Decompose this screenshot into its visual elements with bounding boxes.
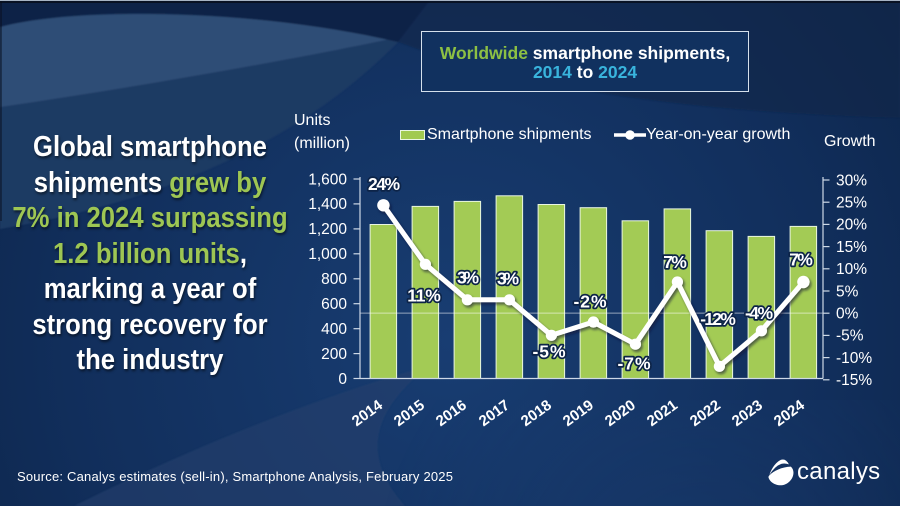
svg-text:1,600: 1,600 [308,171,347,188]
svg-text:7%: 7% [663,252,687,272]
svg-text:-15%: -15% [836,372,872,389]
svg-text:-5%: -5% [836,328,864,345]
svg-text:-12%: -12% [700,309,736,329]
svg-text:1,200: 1,200 [308,221,347,238]
svg-text:-4%: -4% [745,303,773,323]
svg-text:1,000: 1,000 [308,246,347,263]
svg-text:2022: 2022 [687,397,724,430]
svg-text:400: 400 [321,321,347,338]
svg-text:-7%: -7% [618,354,651,374]
svg-text:15%: 15% [836,239,867,256]
svg-text:-2%: -2% [574,292,607,312]
svg-text:2024: 2024 [771,396,809,430]
svg-text:2021: 2021 [644,397,681,430]
svg-text:2015: 2015 [391,397,428,430]
svg-text:-12%: -12% [700,309,736,329]
svg-text:-2%: -2% [574,292,607,312]
svg-text:3%: 3% [457,268,479,288]
svg-text:3%: 3% [497,269,519,289]
svg-text:3%: 3% [497,269,519,289]
svg-text:2020: 2020 [602,397,639,430]
svg-text:2019: 2019 [560,397,597,430]
svg-text:5%: 5% [836,283,859,300]
svg-text:3%: 3% [457,268,479,288]
svg-text:25%: 25% [836,195,867,212]
svg-text:24%: 24% [368,174,400,194]
svg-text:11%: 11% [407,286,441,306]
svg-text:800: 800 [321,271,347,288]
svg-text:200: 200 [321,346,347,363]
svg-text:0: 0 [338,371,347,388]
svg-text:20%: 20% [836,217,867,234]
svg-text:2017: 2017 [476,397,513,430]
svg-text:2014: 2014 [349,396,387,430]
svg-text:-7%: -7% [618,354,651,374]
svg-text:1,400: 1,400 [308,196,347,213]
svg-text:2018: 2018 [518,397,555,430]
svg-text:-4%: -4% [745,303,773,323]
svg-text:11%: 11% [407,286,441,306]
svg-text:24%: 24% [368,174,400,194]
svg-text:2023: 2023 [729,397,766,430]
svg-text:-5%: -5% [533,342,566,362]
svg-text:2016: 2016 [433,397,470,430]
svg-text:10%: 10% [836,261,867,278]
svg-text:7%: 7% [789,250,813,270]
svg-text:30%: 30% [836,172,867,189]
svg-text:7%: 7% [663,252,687,272]
svg-text:7%: 7% [789,250,813,270]
svg-text:600: 600 [321,296,347,313]
svg-text:-10%: -10% [836,350,872,367]
svg-text:-5%: -5% [533,342,566,362]
svg-text:0%: 0% [836,306,859,323]
